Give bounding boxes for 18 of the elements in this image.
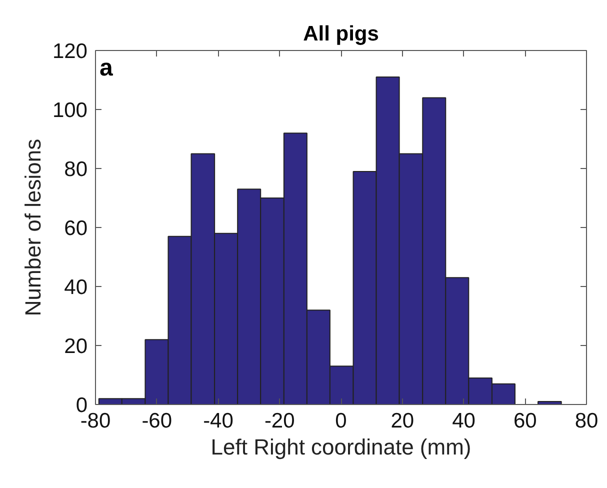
x-tick-label: -20 (264, 410, 295, 432)
x-tick-label: -60 (142, 410, 172, 432)
x-tick-label: 20 (390, 410, 414, 432)
y-tick-label: 60 (64, 217, 88, 240)
chart-title: All pigs (303, 22, 379, 46)
x-tick-label: 60 (513, 410, 537, 432)
y-tick-label: 120 (52, 40, 88, 63)
y-axis-title: Number of lesions (20, 138, 46, 316)
x-tick-label: -40 (203, 410, 234, 432)
y-tick-label: 40 (64, 276, 88, 299)
x-tick-label: 80 (574, 410, 598, 432)
y-tick-label: 80 (64, 158, 88, 181)
x-axis-title: Left Right coordinate (mm) (210, 434, 472, 460)
x-tick-label: 0 (335, 410, 347, 432)
annotation: a (100, 54, 114, 82)
x-tick-label: 40 (452, 410, 476, 432)
y-tick-label: 100 (52, 99, 88, 122)
y-tick-label: 20 (64, 335, 88, 358)
